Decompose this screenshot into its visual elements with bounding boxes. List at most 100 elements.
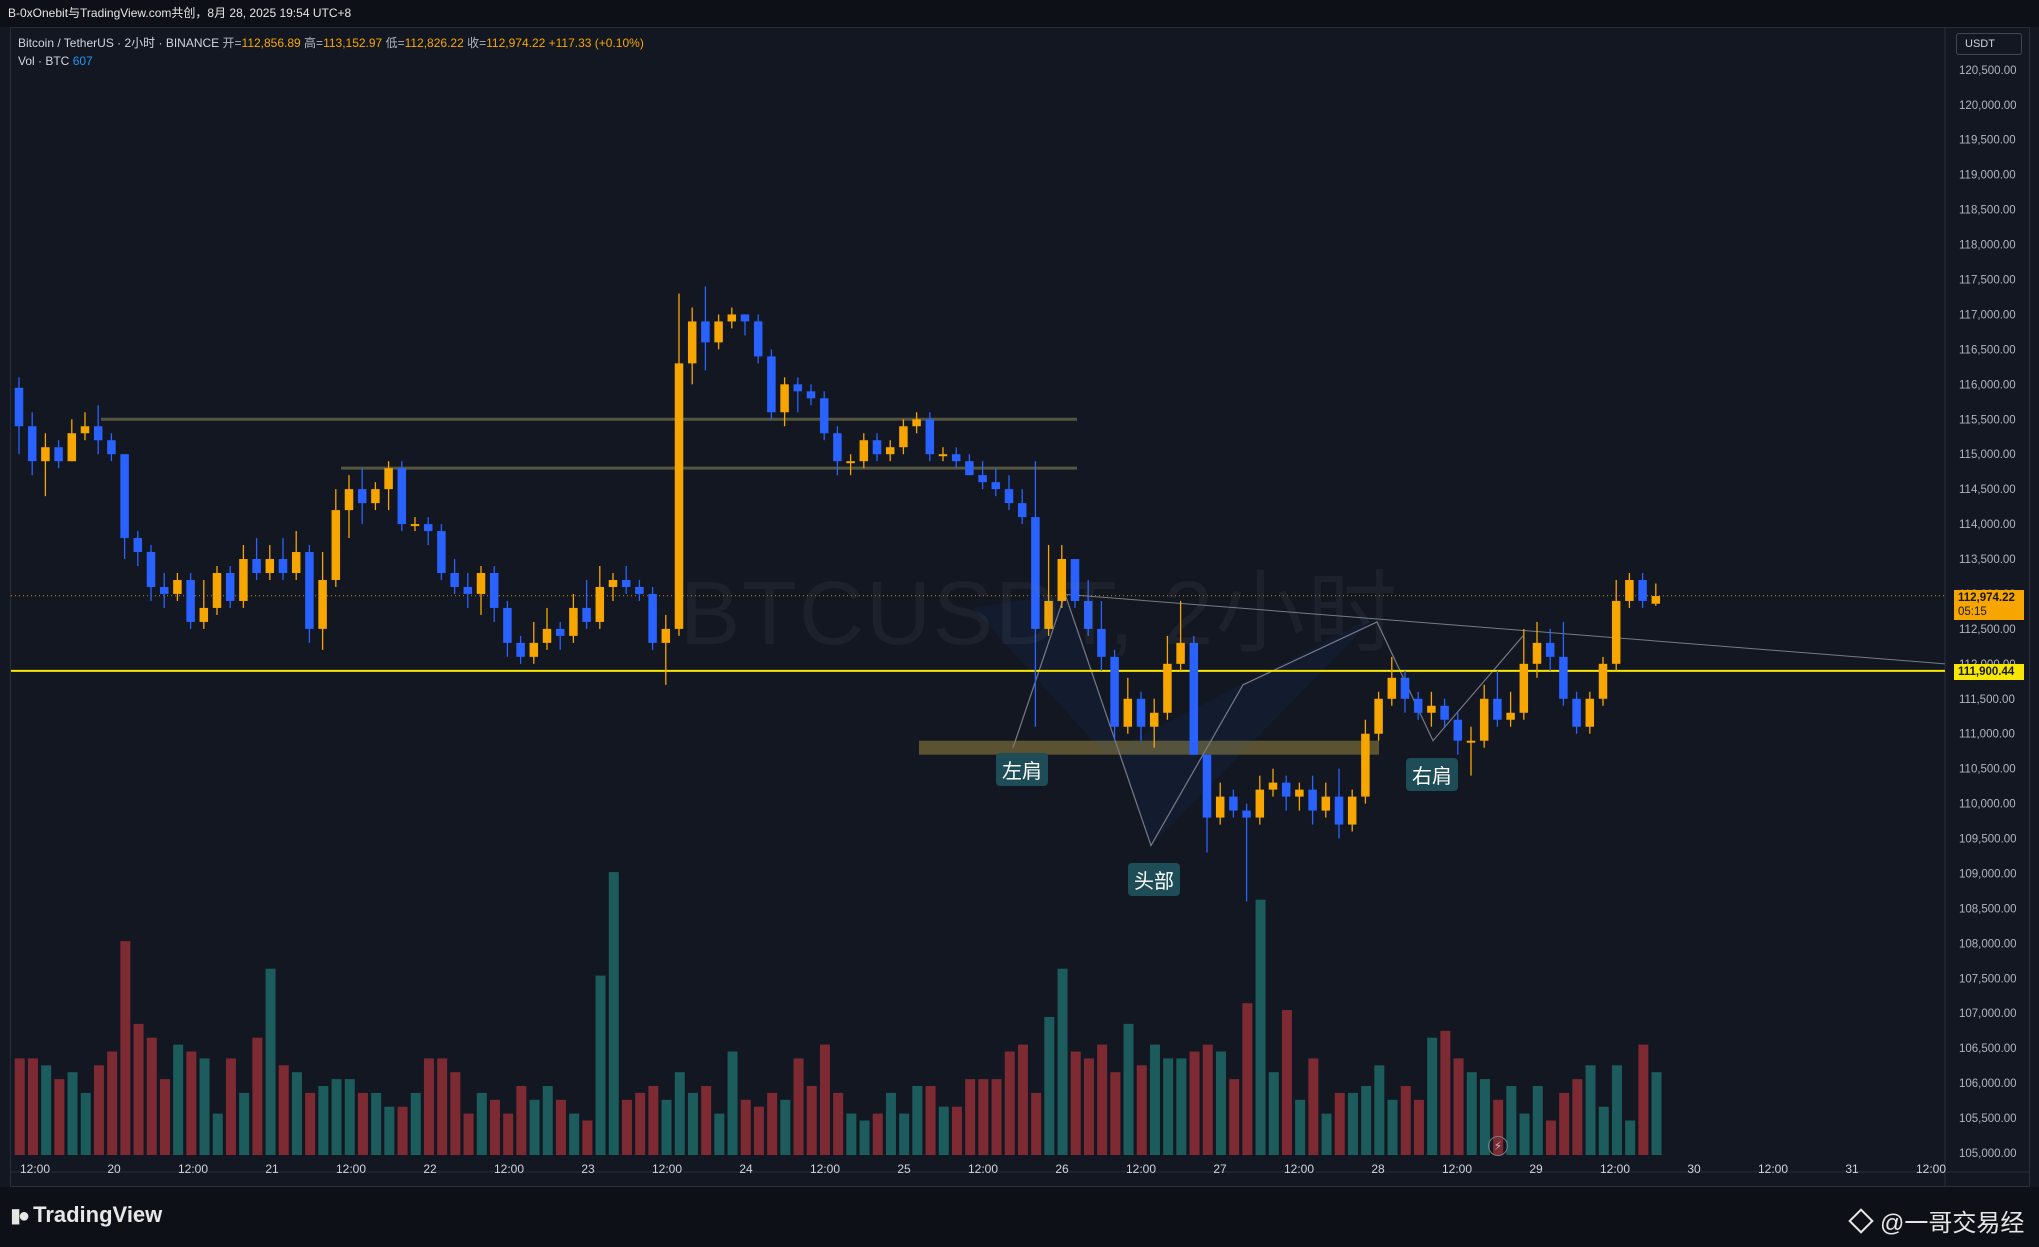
volume-bar xyxy=(1361,1086,1372,1155)
price-tick-label: 117,000.00 xyxy=(1959,309,2016,321)
volume-bar xyxy=(1229,1079,1240,1155)
candle-body xyxy=(1031,517,1040,629)
volume-bar xyxy=(93,1065,104,1155)
candle-body xyxy=(1585,698,1595,727)
volume-bar xyxy=(1598,1106,1609,1155)
bar-countdown: 05:15 xyxy=(1958,606,1987,618)
volume-bar xyxy=(1466,1072,1477,1155)
candle-body xyxy=(410,524,420,527)
time-tick-label: 12:00 xyxy=(336,1162,366,1176)
volume-bar xyxy=(80,1092,91,1155)
candle-body xyxy=(186,579,195,622)
legend-symbol[interactable]: Bitcoin / TetherUS · 2小时 · BINANCE xyxy=(18,36,220,50)
candle-body xyxy=(872,440,882,455)
right-shoulder-label[interactable]: 右肩 xyxy=(1406,758,1458,791)
candle-body xyxy=(1651,596,1661,604)
candle-body xyxy=(27,426,37,462)
volume-bar xyxy=(885,1092,896,1155)
candle-body xyxy=(423,524,433,532)
neckline-zone xyxy=(919,740,1379,755)
volume-bar xyxy=(1572,1079,1583,1155)
volume-bar xyxy=(1611,1065,1622,1155)
candle-body xyxy=(67,433,77,462)
volume-bar xyxy=(265,968,276,1155)
volume-bar xyxy=(1004,1051,1015,1155)
price-tick-label: 119,500.00 xyxy=(1959,135,2016,147)
candle-body xyxy=(318,579,327,629)
lightning-icon[interactable]: ⚡ xyxy=(1488,1136,1508,1156)
head-label[interactable]: 头部 xyxy=(1128,863,1180,896)
time-tick-label: 31 xyxy=(1845,1162,1859,1176)
volume-bar xyxy=(1242,1003,1253,1155)
volume-bar xyxy=(1202,1044,1213,1155)
volume-bar xyxy=(1347,1092,1358,1155)
time-tick-label: 12:00 xyxy=(1916,1162,1946,1176)
symbol-watermark: BTCUSDT, 2小时 xyxy=(680,564,1400,664)
volume-bar xyxy=(1453,1058,1464,1155)
legend-low: 112,826.22 xyxy=(404,36,464,50)
volume-bar xyxy=(965,1079,976,1155)
tradingview-logo-text: TradingView xyxy=(33,1202,163,1227)
volume-bar xyxy=(1136,1065,1147,1155)
time-tick-label: 12:00 xyxy=(810,1162,840,1176)
volume-bar xyxy=(503,1113,514,1155)
author-credit: @一哥交易经 xyxy=(1848,1203,2024,1238)
volume-bar xyxy=(1638,1044,1649,1155)
volume-bar xyxy=(1427,1037,1438,1155)
price-tick-label: 114,000.00 xyxy=(1959,519,2016,531)
candle-body xyxy=(278,559,288,573)
candle-body xyxy=(265,559,275,573)
left-shoulder-label[interactable]: 左肩 xyxy=(996,753,1048,786)
volume-bar xyxy=(476,1092,487,1155)
volume-bar xyxy=(305,1092,316,1155)
volume-bar xyxy=(569,1113,580,1155)
price-tick-label: 105,500.00 xyxy=(1959,1113,2017,1125)
time-tick-label: 30 xyxy=(1687,1162,1701,1176)
price-scale-unit-button[interactable]: USDT xyxy=(1956,33,2022,55)
volume-bar xyxy=(371,1092,382,1155)
volume-bar xyxy=(819,1044,830,1155)
volume-bar xyxy=(1545,1120,1556,1155)
time-tick-label: 12:00 xyxy=(1758,1162,1788,1176)
price-tick-label: 109,500.00 xyxy=(1959,834,2017,846)
volume-bar xyxy=(780,1099,791,1155)
candle-body xyxy=(1572,698,1581,727)
volume-bar xyxy=(107,1051,118,1155)
volume-bar xyxy=(1149,1044,1160,1155)
volume-bar xyxy=(1215,1051,1226,1155)
price-tick-label: 117,500.00 xyxy=(1959,275,2016,287)
volume-bar xyxy=(608,872,619,1155)
volume-bar xyxy=(1479,1079,1490,1155)
chart-pane[interactable]: 120,500.00 120,000.00 119,500.00 119,000.00… xyxy=(10,27,2030,1187)
candle-body xyxy=(555,628,565,636)
volume-bar xyxy=(859,1120,870,1155)
candle-body xyxy=(621,579,631,587)
volume-bar xyxy=(951,1106,962,1155)
candle-body xyxy=(1004,489,1014,504)
legend-close-label: 收= xyxy=(467,36,487,50)
tradingview-logo[interactable]: ▮● TradingView xyxy=(10,1202,162,1228)
time-tick-label: 12:00 xyxy=(20,1162,50,1176)
candle-body xyxy=(291,552,301,573)
candle-body xyxy=(608,579,618,587)
candle-body xyxy=(569,607,578,636)
time-tick-label: 12:00 xyxy=(652,1162,682,1176)
diamond-icon xyxy=(1848,1207,1874,1234)
candle-body xyxy=(41,447,50,462)
price-tick-label: 120,500.00 xyxy=(1959,65,2017,77)
candle-body xyxy=(529,642,539,657)
volume-bar xyxy=(555,1099,566,1155)
candle-body xyxy=(1466,740,1476,743)
volume-bar xyxy=(1189,1051,1200,1155)
volume-bar xyxy=(582,1120,593,1155)
chart-canvas[interactable]: 120,500.00 120,000.00 119,500.00 119,000.00… xyxy=(11,28,2029,1186)
legend-volume-label[interactable]: Vol · BTC xyxy=(18,54,70,68)
volume-bar xyxy=(793,1058,804,1155)
window-title: B-0xOnebit与TradingView.com共创，8月 28, 2025… xyxy=(8,6,352,20)
candle-body xyxy=(661,628,671,643)
candle-body xyxy=(1202,754,1212,818)
candle-body xyxy=(648,593,657,643)
candle-body xyxy=(1097,628,1106,657)
volume-bar xyxy=(489,1099,500,1155)
time-tick-label: 23 xyxy=(581,1162,595,1176)
